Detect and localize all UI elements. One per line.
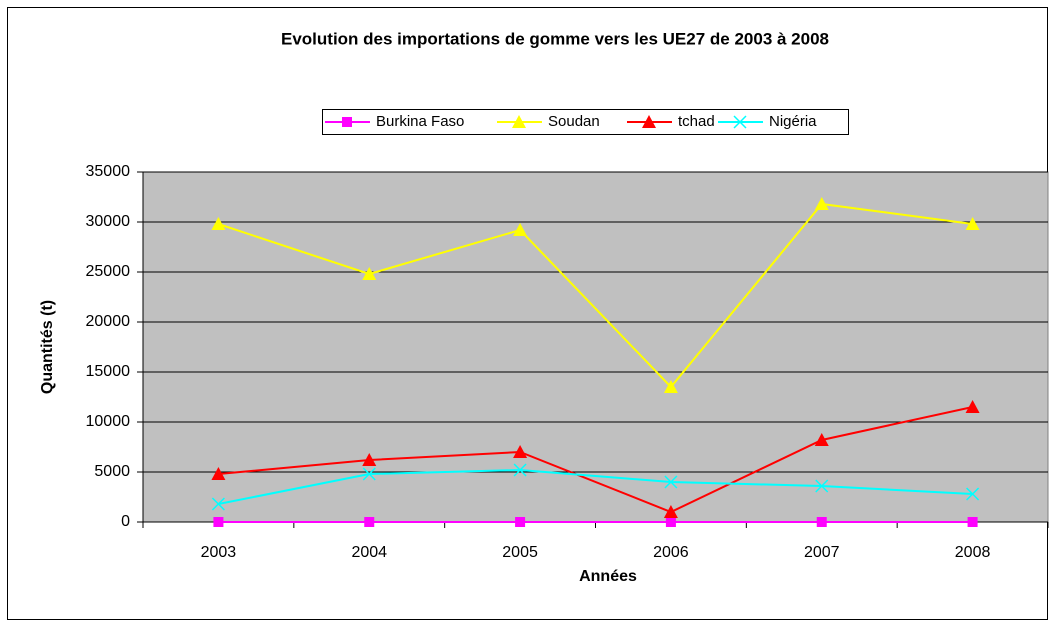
legend-marker (512, 115, 526, 128)
data-point (211, 467, 226, 480)
data-point (362, 467, 376, 481)
data-point (663, 380, 678, 393)
data-point (965, 217, 980, 230)
data-point (364, 517, 375, 527)
data-point (211, 217, 226, 230)
y-tick-label: 30000 (86, 213, 131, 230)
data-point (815, 479, 829, 493)
data-point (814, 197, 829, 210)
y-axis-title: Quantités (t) (39, 300, 56, 394)
x-tick-label: 2003 (201, 544, 237, 561)
x-tick-label: 2005 (502, 544, 538, 561)
legend-label: Burkina Faso (376, 113, 464, 130)
chart-title: Evolution des importations de gomme vers… (281, 29, 829, 48)
data-point (515, 517, 526, 527)
plot-area (142, 171, 1049, 523)
legend-marker (342, 117, 352, 127)
x-tick-label: 2008 (955, 544, 991, 561)
data-point (211, 497, 225, 511)
y-tick-label: 35000 (86, 163, 131, 180)
x-tick-label: 2007 (804, 544, 840, 561)
data-point (965, 400, 980, 413)
series-line (218, 468, 973, 505)
y-tick-label: 20000 (86, 313, 131, 330)
data-point (663, 505, 678, 518)
legend-label: Soudan (548, 113, 600, 130)
legend-label: tchad (678, 113, 715, 130)
data-point (362, 453, 377, 466)
y-tick-label: 0 (121, 513, 130, 530)
legend-marker (642, 115, 656, 128)
series-line (218, 406, 973, 514)
legend-marker (733, 115, 747, 129)
data-point (814, 433, 829, 446)
y-tick-label: 5000 (94, 463, 130, 480)
data-point (967, 517, 978, 527)
data-point (665, 517, 676, 527)
y-tick-label: 15000 (86, 363, 131, 380)
legend-label: Nigéria (769, 113, 817, 130)
x-axis-title: Années (579, 568, 637, 585)
data-point (966, 487, 980, 501)
data-point (213, 517, 224, 527)
series-line (218, 202, 973, 389)
data-point (513, 223, 528, 236)
data-point (513, 463, 527, 477)
data-point (362, 267, 377, 280)
x-tick-label: 2006 (653, 544, 689, 561)
y-tick-label: 10000 (86, 413, 131, 430)
data-point (664, 475, 678, 489)
y-tick-label: 25000 (86, 263, 131, 280)
data-point (513, 445, 528, 458)
data-point (816, 517, 827, 527)
x-tick-label: 2004 (351, 544, 387, 561)
